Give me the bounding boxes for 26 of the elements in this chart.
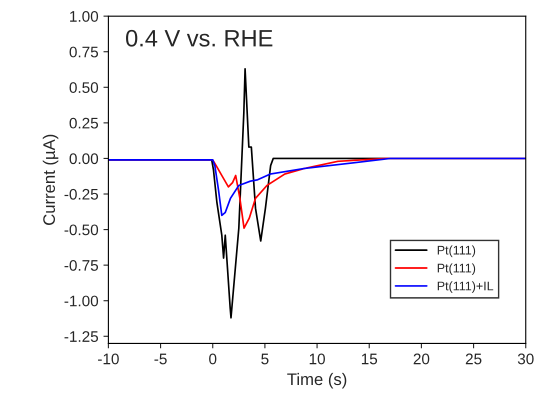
- line-series: [108, 158, 526, 216]
- x-tick-label: 0: [209, 354, 216, 364]
- y-tick-label: -0.25: [64, 188, 98, 200]
- y-tick-label: 1.00: [70, 11, 98, 22]
- y-axis-title: Current (µA): [42, 134, 58, 225]
- x-axis-title: Time (s): [287, 372, 346, 388]
- y-tick-label: 0.25: [70, 118, 98, 129]
- x-tick-label: 25: [466, 354, 482, 364]
- legend-label: Pt(111): [438, 263, 476, 275]
- y-tick-label: 0.50: [70, 82, 98, 93]
- x-tick-label: 30: [518, 354, 534, 364]
- x-tick-label: 20: [414, 354, 430, 364]
- y-tick-label: 0.00: [70, 153, 98, 164]
- x-tick-label: 10: [310, 354, 325, 364]
- annotation: 0.4 V vs. RHE: [126, 30, 272, 47]
- legend-label: Pt(111): [438, 245, 476, 258]
- x-tick-label: -5: [154, 354, 167, 364]
- x-tick-label: -10: [98, 354, 119, 364]
- y-tick-label: -0.50: [64, 224, 98, 236]
- y-tick-label: -1.00: [64, 296, 98, 306]
- x-tick-label: 15: [362, 354, 378, 364]
- y-tick-label: -0.75: [64, 260, 98, 271]
- y-tick-label: -1.25: [64, 331, 98, 342]
- y-tick-label: 0.75: [70, 46, 98, 58]
- legend-label: Pt(111)+IL: [438, 281, 494, 293]
- x-tick-label: 5: [261, 354, 269, 364]
